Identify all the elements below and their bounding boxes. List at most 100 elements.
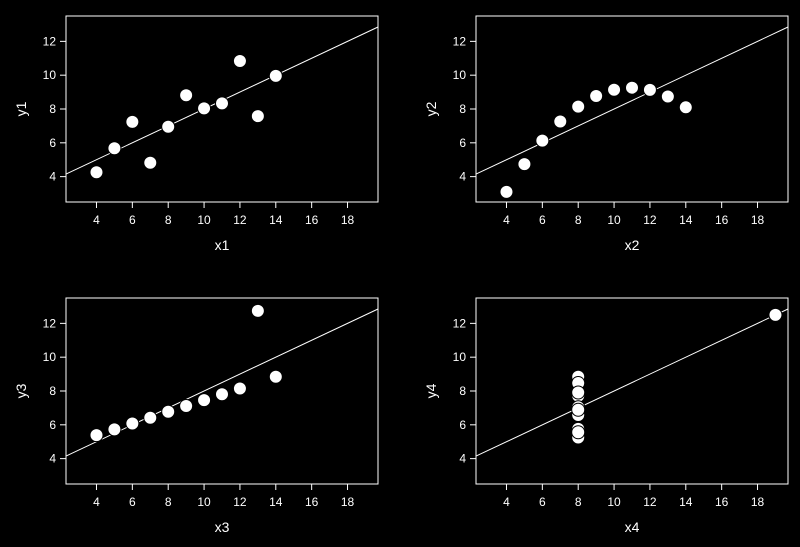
data-point <box>215 96 229 111</box>
x-tick-label: 18 <box>341 495 355 509</box>
x-tick-label: 8 <box>165 495 172 509</box>
data-point <box>571 425 586 440</box>
data-point <box>553 114 568 129</box>
x-axis-label: x3 <box>215 519 230 535</box>
x-tick-label: 12 <box>233 495 247 509</box>
x-tick-label: 4 <box>93 495 100 509</box>
y-axis-label: y1 <box>13 101 29 116</box>
x-tick-label: 10 <box>197 213 211 227</box>
x-axis-label: x2 <box>625 237 640 253</box>
x-tick-label: 6 <box>539 495 546 509</box>
y-tick-label: 8 <box>49 384 56 398</box>
data-point <box>571 385 586 400</box>
data-point <box>660 89 675 104</box>
x-tick-label: 6 <box>539 213 546 227</box>
data-point <box>232 381 247 396</box>
x-axis: 4 6 8 10 12 14 16 18 <box>93 484 355 509</box>
data-points <box>89 53 283 180</box>
x-tick-label: 4 <box>503 213 510 227</box>
data-point <box>125 114 140 129</box>
x-tick-label: 4 <box>503 495 510 509</box>
data-point <box>161 119 176 134</box>
data-point <box>268 369 283 384</box>
y-tick-label: 12 <box>453 34 467 48</box>
y-tick-label: 8 <box>459 384 466 398</box>
x-axis: 4 6 8 10 12 14 16 18 <box>503 484 765 509</box>
x-tick-label: 14 <box>679 495 693 509</box>
x-tick-label: 18 <box>751 495 765 509</box>
regression-line <box>475 308 789 457</box>
data-point <box>89 165 104 180</box>
panel-1: 4 6 8 10 12 14 16 18 4 6 8 10 12 x1 y1 <box>13 15 379 253</box>
data-point <box>107 141 122 156</box>
data-points <box>89 303 283 443</box>
y-axis: 4 6 8 10 12 <box>453 34 476 184</box>
x-tick-label: 16 <box>305 495 319 509</box>
y-axis: 4 6 8 10 12 <box>43 316 66 466</box>
data-point <box>89 428 104 443</box>
y-tick-label: 10 <box>43 350 57 364</box>
y-tick-label: 4 <box>459 452 466 466</box>
data-point <box>179 88 194 103</box>
data-point <box>143 410 158 425</box>
x-tick-label: 14 <box>269 213 283 227</box>
y-axis-label: y3 <box>13 383 29 398</box>
x-tick-label: 12 <box>233 213 247 227</box>
x-axis-label: x1 <box>215 237 230 253</box>
y-tick-label: 6 <box>459 136 466 150</box>
x-tick-label: 4 <box>93 213 100 227</box>
y-tick-label: 10 <box>43 68 57 82</box>
y-tick-label: 12 <box>43 34 57 48</box>
panel-2: 4 6 8 10 12 14 16 18 4 6 8 10 12 x2 y2 <box>423 15 789 253</box>
x-axis: 4 6 8 10 12 14 16 18 <box>503 202 765 227</box>
y-tick-label: 4 <box>49 170 56 184</box>
data-point <box>143 155 158 170</box>
data-point <box>179 399 194 414</box>
data-point <box>517 157 532 172</box>
data-point <box>215 387 229 402</box>
x-tick-label: 18 <box>751 213 765 227</box>
y-axis-label: y4 <box>423 383 439 398</box>
y-tick-label: 12 <box>453 316 467 330</box>
x-tick-label: 16 <box>305 213 319 227</box>
data-points <box>571 307 783 445</box>
panel-4: 4 6 8 10 12 14 16 18 4 6 8 10 12 x4 y4 <box>423 297 789 535</box>
y-tick-label: 6 <box>459 418 466 432</box>
data-point <box>607 82 622 97</box>
x-tick-label: 8 <box>575 495 582 509</box>
data-point <box>125 416 140 431</box>
x-tick-label: 14 <box>269 495 283 509</box>
y-tick-label: 12 <box>43 316 57 330</box>
y-tick-label: 4 <box>49 452 56 466</box>
data-point <box>571 402 586 417</box>
data-point <box>571 99 586 114</box>
x-tick-label: 6 <box>129 495 136 509</box>
data-points <box>499 80 693 199</box>
data-point <box>589 88 604 103</box>
x-tick-label: 12 <box>643 213 657 227</box>
data-point <box>535 133 550 148</box>
x-tick-label: 10 <box>607 495 621 509</box>
y-axis-label: y2 <box>423 101 439 116</box>
x-axis-label: x4 <box>625 519 640 535</box>
data-point <box>232 53 247 68</box>
data-point <box>768 307 783 322</box>
data-point <box>642 82 657 97</box>
y-tick-label: 10 <box>453 350 467 364</box>
y-tick-label: 8 <box>49 102 56 116</box>
x-tick-label: 10 <box>607 213 621 227</box>
x-tick-label: 6 <box>129 213 136 227</box>
data-point <box>161 404 176 419</box>
data-point <box>678 100 693 115</box>
data-point <box>250 303 265 318</box>
y-tick-label: 8 <box>459 102 466 116</box>
data-point <box>250 109 265 124</box>
x-tick-label: 8 <box>575 213 582 227</box>
data-point <box>268 68 283 83</box>
y-axis: 4 6 8 10 12 <box>43 34 66 184</box>
x-tick-label: 10 <box>197 495 211 509</box>
data-point <box>197 101 212 116</box>
regression-line <box>475 26 789 175</box>
